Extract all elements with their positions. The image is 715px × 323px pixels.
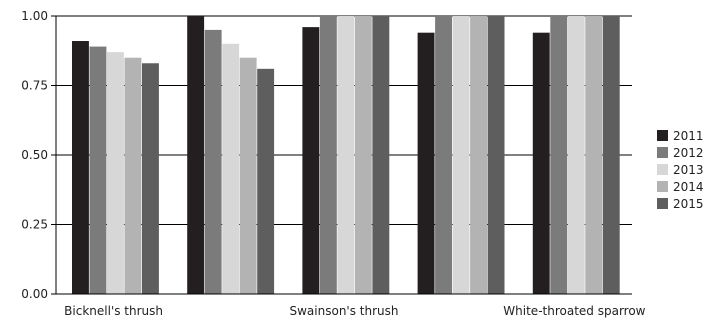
- bar-2012-1: [205, 30, 222, 294]
- legend-swatch-2012: [657, 147, 668, 158]
- bar-2013-0: [107, 52, 124, 294]
- y-tick-label: 0.75: [21, 79, 48, 93]
- bar-2013-2: [337, 16, 354, 294]
- bar-2011-0: [72, 41, 89, 294]
- y-tick-label: 1.00: [21, 9, 48, 23]
- bar-2015-4: [603, 16, 620, 294]
- bar-2015-2: [372, 16, 389, 294]
- bar-2011-4: [533, 33, 550, 294]
- legend-swatch-2014: [657, 181, 668, 192]
- x-tick-label: White-throated sparrow: [503, 304, 645, 318]
- bar-2011-3: [418, 33, 435, 294]
- bar-2014-0: [125, 58, 142, 294]
- bar-2013-3: [453, 16, 470, 294]
- legend-label-2013: 2013: [673, 163, 704, 177]
- bar-2015-3: [488, 16, 505, 294]
- bar-2015-0: [142, 63, 159, 294]
- bar-2013-4: [568, 16, 585, 294]
- bar-2011-1: [187, 16, 204, 294]
- legend-label-2015: 2015: [673, 197, 704, 211]
- x-tick-label: Bicknell's thrush: [64, 304, 163, 318]
- bar-2011-2: [302, 27, 319, 294]
- legend-swatch-2015: [657, 198, 668, 209]
- x-tick-labels: Bicknell's thrush Swainson's thrush White-…: [64, 304, 645, 318]
- bar-2015-1: [257, 69, 274, 294]
- legend-label-2011: 2011: [673, 129, 704, 143]
- bar-2014-1: [240, 58, 257, 294]
- legend-swatch-2013: [657, 164, 668, 175]
- bar-2014-4: [585, 16, 602, 294]
- bar-2014-3: [470, 16, 487, 294]
- bar-2012-2: [320, 16, 337, 294]
- bar-2014-2: [355, 16, 372, 294]
- bar-2013-1: [222, 44, 239, 294]
- y-tick-label: 0.25: [21, 218, 48, 232]
- bar-2012-4: [550, 16, 567, 294]
- x-tick-label: Swainson's thrush: [290, 304, 399, 318]
- bars: [72, 16, 620, 294]
- bar-2012-3: [435, 16, 452, 294]
- y-tick-label: 0.00: [21, 287, 48, 301]
- y-tick-labels: 0.00 0.25 0.50 0.75 1.00: [21, 9, 48, 301]
- bar-2012-0: [90, 47, 107, 294]
- y-tick-label: 0.50: [21, 148, 48, 162]
- legend-label-2014: 2014: [673, 180, 704, 194]
- legend-swatch-2011: [657, 130, 668, 141]
- legend: 2011 2012 2013 2014 2015: [657, 129, 704, 211]
- legend-label-2012: 2012: [673, 146, 704, 160]
